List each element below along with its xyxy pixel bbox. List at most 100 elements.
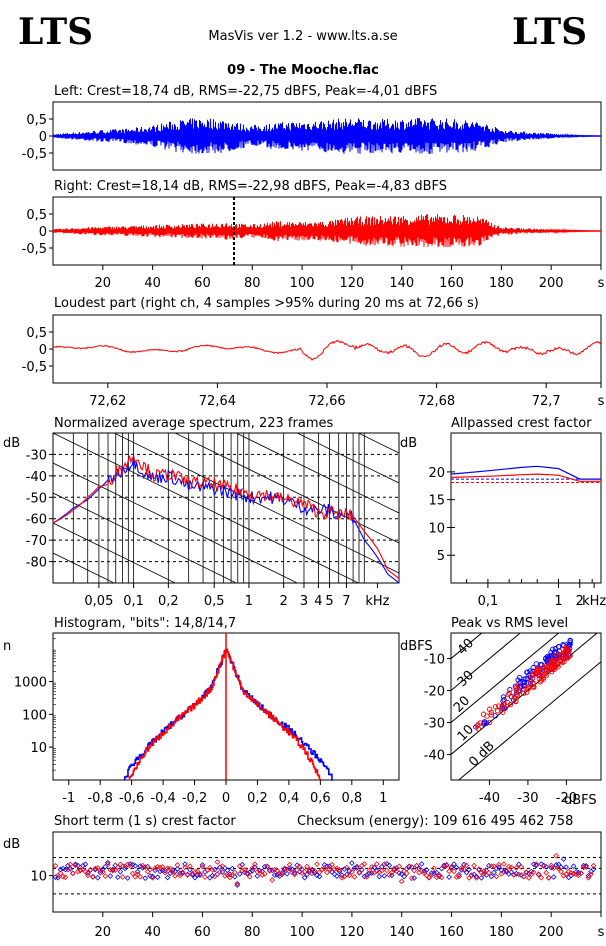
short-term-crest-point — [446, 874, 452, 880]
short-term-crest-point — [60, 865, 66, 872]
short-term-crest-point — [473, 875, 480, 881]
short-term-crest-point — [194, 868, 201, 875]
spectrum-slope-line — [235, 433, 399, 514]
peak-vs-rms-point — [543, 655, 549, 661]
peak-vs-rms-point — [507, 686, 513, 693]
short-term-crest-point — [234, 880, 241, 887]
short-term-crest-point — [294, 862, 300, 869]
short-term-crest-series-0 — [52, 856, 597, 888]
short-term-crest-point — [152, 865, 158, 871]
peak-vs-rms-xtick-label: -20 — [556, 791, 577, 806]
short-term-crest-point — [481, 871, 487, 877]
peak-vs-rms-point — [500, 701, 506, 707]
histogram-xtick-label: -0,6 — [119, 791, 144, 806]
short-term-crest-point — [261, 870, 268, 877]
short-term-crest-point — [214, 871, 221, 878]
short-term-crest-point — [326, 866, 333, 872]
short-term-crest-point — [451, 868, 457, 875]
short-term-crest-point — [336, 868, 343, 875]
allpassed-crest-series-1 — [450, 473, 601, 482]
short-term-crest-point — [124, 875, 131, 881]
short-term-crest-point — [256, 867, 263, 874]
short-term-crest-point — [553, 852, 560, 859]
peak-vs-rms-point — [474, 723, 480, 729]
spectrum-ytick-label: -70 — [26, 534, 47, 549]
short-term-crest-point — [159, 864, 166, 870]
short-term-crest-point — [408, 875, 415, 882]
histogram-title: Histogram, "bits": 14,8/14,7 — [54, 616, 236, 631]
short-term-crest-point — [401, 873, 408, 880]
short-term-crest-point — [157, 868, 163, 875]
short-term-crest-point — [458, 865, 465, 871]
short-term-crest-point — [65, 866, 71, 873]
short-term-crest-point — [473, 873, 480, 880]
peak-vs-rms-point — [486, 719, 493, 726]
short-term-crest-point — [62, 874, 69, 881]
short-term-crest-point — [436, 873, 442, 880]
left-waveform-ytick-label: 0 — [39, 130, 47, 145]
short-term-crest-point — [85, 872, 91, 879]
peak-vs-rms-point — [527, 677, 534, 683]
short-term-crest-point — [443, 862, 450, 869]
short-term-crest-point — [446, 868, 452, 875]
short-term-crest-point — [466, 866, 472, 873]
short-term-crest-point — [222, 873, 228, 879]
short-term-crest-point — [491, 863, 497, 869]
left-waveform-title: Left: Crest=18,74 dB, RMS=-22,75 dBFS, P… — [54, 84, 437, 99]
short-term-crest-point — [197, 872, 203, 878]
spectrum-ytick-label: -40 — [26, 470, 47, 485]
peak-vs-rms-point — [520, 678, 526, 685]
short-term-crest-ylabel: dB — [3, 837, 20, 852]
short-term-crest-point — [558, 868, 564, 875]
short-term-crest-xtick-label: 200 — [539, 925, 564, 940]
short-term-crest-point — [383, 867, 390, 874]
peak-vs-rms-point — [565, 655, 571, 661]
short-term-crest-point — [129, 870, 136, 877]
histogram-xtick-label: 0,4 — [279, 791, 300, 806]
peak-vs-rms-point — [516, 687, 522, 693]
short-term-crest-point — [286, 861, 293, 868]
short-term-crest-point — [364, 874, 370, 880]
allpassed-crest-title: Allpassed crest factor — [451, 416, 592, 431]
short-term-crest-point — [316, 873, 323, 880]
short-term-crest-point — [75, 868, 81, 875]
short-term-crest-point — [182, 864, 188, 871]
short-term-crest-point — [448, 864, 455, 870]
short-term-crest-point — [117, 861, 124, 868]
short-term-crest-point — [87, 867, 94, 873]
peak-vs-rms-series-0 — [473, 637, 573, 730]
peak-vs-rms-ytick-label: -10 — [424, 653, 445, 668]
histogram-xtick-label: 0,8 — [341, 791, 362, 806]
right-waveform-title: Right: Crest=18,14 dB, RMS=-22,98 dBFS, … — [54, 179, 447, 194]
allpassed-crest-xtick-label: 0,1 — [478, 594, 499, 609]
short-term-crest-point — [376, 873, 383, 880]
short-term-crest-point — [192, 874, 198, 881]
left-waveform-ytick-label: 0,5 — [26, 113, 47, 128]
right-waveform-xtick-label: s — [598, 276, 605, 291]
short-term-crest-point — [520, 873, 527, 880]
short-term-crest-point — [244, 870, 251, 876]
short-term-crest-point — [411, 867, 418, 874]
peak-rms-title: Peak vs RMS level — [451, 616, 568, 631]
short-term-crest-point — [518, 864, 525, 870]
short-term-crest-xtick-label: 60 — [194, 925, 211, 940]
short-term-crest-point — [239, 861, 246, 868]
peak-vs-rms-point — [559, 652, 565, 658]
peak-vs-rms-ytick-label: -20 — [424, 685, 445, 700]
short-term-crest-point — [503, 867, 510, 874]
peak-vs-rms-point — [534, 667, 540, 673]
spectrum-xtick-label: 2 — [280, 594, 288, 609]
short-term-crest-point — [386, 872, 393, 878]
spectrum-series-1 — [52, 455, 400, 580]
short-term-crest-point — [144, 868, 151, 875]
histogram-ylabel: n — [3, 639, 11, 654]
short-term-crest-point — [209, 867, 216, 873]
spectrum-grid — [53, 433, 399, 583]
peak-vs-rms-point — [513, 687, 519, 693]
short-term-crest-point — [493, 873, 500, 880]
peak-vs-rms-point — [513, 698, 519, 705]
short-term-crest-point — [217, 864, 223, 870]
short-term-crest-point — [274, 867, 281, 874]
short-term-crest-point — [508, 864, 515, 871]
spectrum-slope-line — [53, 433, 360, 583]
